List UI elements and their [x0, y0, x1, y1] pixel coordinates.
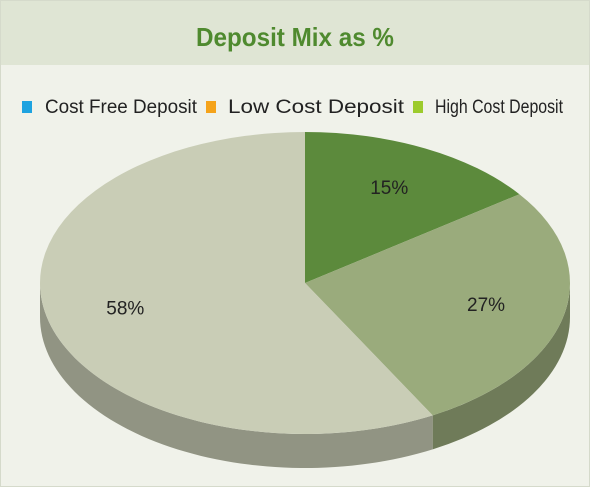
data-label: 27%: [467, 295, 505, 316]
header-band: [1, 1, 589, 65]
slice-side: [40, 283, 433, 468]
legend-label: High Cost Deposit: [435, 97, 564, 118]
data-label: 58%: [106, 298, 144, 319]
slice-side: [432, 283, 570, 450]
legend-marker: [22, 101, 32, 113]
slice: [39, 132, 433, 435]
legend-marker: [206, 101, 216, 113]
legend-marker: [413, 101, 423, 113]
slice: [305, 194, 570, 416]
data-label: 15%: [370, 178, 408, 199]
chart-title: Deposit Mix as %: [196, 22, 394, 52]
legend-label: Cost Free Deposit: [45, 97, 198, 118]
slice: [305, 132, 520, 283]
legend-label: Low Cost Deposit: [228, 97, 405, 118]
